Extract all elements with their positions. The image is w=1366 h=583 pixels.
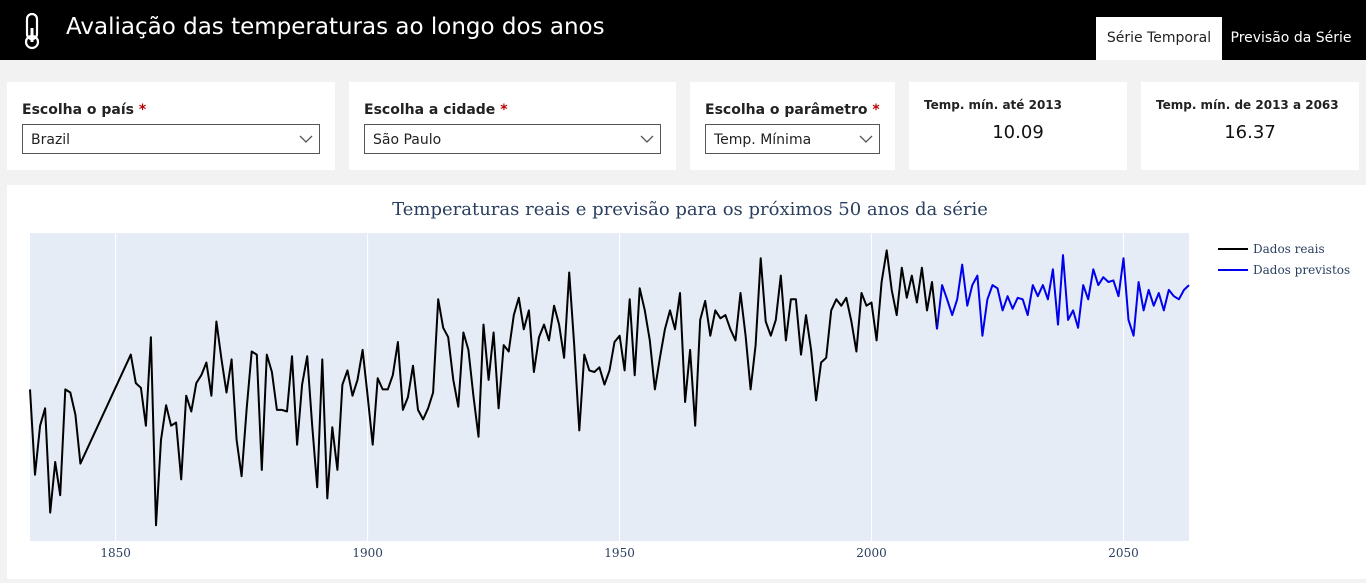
legend-label: Dados previstos [1253,263,1350,277]
header-title: Avaliação das temperaturas ao longo dos … [66,14,605,40]
chevron [859,135,873,143]
chart-title: Temperaturas reais e previsão para os pr… [392,199,988,220]
required-mark: * [872,102,880,118]
kpi-value: 16.37 [1224,122,1276,143]
filter-label: Escolha a cidade * [364,102,508,118]
kpi-label: Temp. mín. até 2013 [924,98,1063,112]
chart: Temperaturas reais e previsão para os pr… [29,199,1350,560]
plot-area [30,233,1189,541]
filter-label-text: Escolha o parâmetro [705,102,868,118]
line-series [29,249,938,527]
x-tick-label: 1950 [604,546,635,560]
dropdown[interactable]: Brazil [22,124,320,154]
line-series [936,254,1190,337]
kpi-label: Temp. mín. de 2013 a 2063 [1156,98,1339,112]
kpi-card: Temp. mín. até 2013 10.09 [909,82,1127,170]
thermometer-icon [24,12,40,50]
chart-card: Temperaturas reais e previsão para os pr… [7,185,1366,579]
dropdown-value: São Paulo [373,132,442,148]
filter-label: Escolha o parâmetro * [705,102,880,118]
kpi-value: 10.09 [992,122,1044,143]
x-tick-label: 2000 [856,546,887,560]
filter-label-text: Escolha a cidade [364,102,496,118]
header: Avaliação das temperaturas ao longo dos … [0,0,1366,60]
tab[interactable]: Série Temporal [1096,17,1222,60]
dropdown-value: Temp. Mínima [714,132,812,148]
x-tick-label: 1900 [352,546,383,560]
dropdown-value: Brazil [31,132,71,148]
filter-card: Escolha o país * Brazil [7,82,335,170]
dropdown[interactable]: São Paulo [364,124,661,154]
filter-card: Escolha a cidade * São Paulo [349,82,676,170]
required-mark: * [500,102,508,118]
kpi-card: Temp. mín. de 2013 a 2063 16.37 [1141,82,1359,170]
tab-active[interactable]: Previsão da Série [1222,17,1360,60]
x-tick-label: 1850 [100,546,131,560]
chevron [640,135,654,143]
filter-label-text: Escolha o país [22,102,134,118]
filter-label: Escolha o país * [22,102,146,118]
chevron [299,135,313,143]
dropdown[interactable]: Temp. Mínima [705,124,880,154]
required-mark: * [138,102,147,118]
x-tick-label: 2050 [1108,546,1139,560]
filter-card: Escolha o parâmetro * Temp. Mínima [690,82,895,170]
legend-label: Dados reais [1253,242,1325,256]
